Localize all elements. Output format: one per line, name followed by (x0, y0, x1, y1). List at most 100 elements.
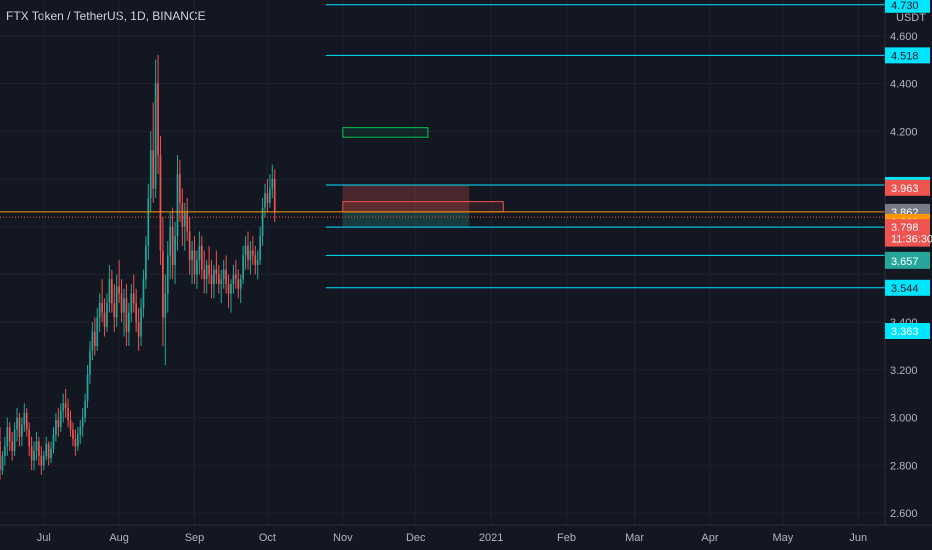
candle-body (123, 298, 125, 313)
candle-body (164, 293, 167, 318)
candle-body (210, 274, 213, 284)
line-price-badge: 4.518 (891, 50, 919, 62)
candle-body (79, 427, 82, 435)
candle-body (183, 212, 186, 227)
time-tick-label: Nov (333, 532, 353, 544)
candle-body (244, 245, 247, 256)
candle-body (273, 178, 276, 213)
candle-body (157, 83, 159, 156)
candle-body (249, 250, 252, 261)
candle-body (118, 286, 120, 294)
price-badge: 3.363 (891, 326, 919, 338)
candle-body (11, 441, 14, 452)
line-price-badge-bg (885, 279, 930, 296)
candle-body (186, 212, 189, 232)
candle-body (21, 424, 23, 437)
candle-body (81, 417, 84, 428)
candle-body (200, 245, 203, 270)
candle-body (103, 312, 106, 327)
time-tick-label: Feb (557, 532, 576, 544)
candle-body (181, 202, 184, 227)
line-price-badge: 4.730 (891, 0, 919, 12)
candle-body (72, 429, 74, 440)
candle-body (115, 286, 118, 318)
candle-body (145, 245, 147, 280)
candle-body (16, 417, 18, 430)
price-badge: 3.657 (891, 256, 919, 268)
candle-body (264, 193, 266, 208)
candle-body (13, 429, 16, 452)
time-tick-label: 2021 (479, 532, 503, 544)
price-axis: 2.6002.8003.0003.2003.4004.2004.4004.600… (884, 0, 932, 550)
time-tick-label: Dec (406, 532, 426, 544)
countdown-badge-bg (885, 230, 930, 247)
candle-body (203, 269, 206, 280)
candle-body (154, 83, 157, 189)
currency-label: USDT (896, 12, 926, 24)
horizontal-lines (0, 4, 885, 289)
zone-target (342, 211, 470, 228)
candle-body (74, 439, 77, 447)
chart-title: FTX Token / TetherUS, 1D, BINANCE (6, 9, 206, 23)
candle-body (130, 293, 133, 313)
candle-body (140, 307, 142, 337)
candle-body (266, 193, 269, 203)
candle-body (271, 178, 274, 189)
zone-red (342, 201, 504, 213)
candle-body (179, 174, 181, 203)
candle-body (120, 293, 123, 313)
candle-body (33, 451, 35, 461)
candle-body (108, 279, 111, 304)
candle-body (30, 446, 33, 461)
candle-body (232, 274, 235, 284)
zone-stop (342, 184, 470, 212)
candle-body (106, 303, 108, 327)
time-tick-label: Jun (849, 532, 867, 544)
price-tick-label: 3.200 (890, 365, 918, 377)
price-tick-label: 2.600 (890, 508, 918, 520)
candle-body (217, 274, 220, 284)
price-axis-bg (885, 0, 932, 550)
candle-body (225, 269, 227, 284)
time-tick-label: Oct (259, 532, 276, 544)
candle-body (59, 410, 62, 428)
line-price-badge: 3.544 (891, 283, 919, 295)
candle-body (28, 429, 31, 447)
candle-body (128, 312, 130, 332)
candle-body (261, 207, 264, 237)
candle-body (142, 279, 145, 308)
candle-body (23, 412, 26, 425)
countdown-badge: 11:36:30 (891, 234, 932, 246)
price-tick-label: 4.200 (890, 126, 918, 138)
candle-body (96, 317, 99, 347)
candle-body (35, 441, 38, 452)
candle-body (213, 269, 215, 284)
candle-body (98, 303, 101, 318)
candle-body (269, 188, 271, 203)
candle-body (147, 198, 150, 246)
candle-body (91, 331, 94, 351)
candle-body (113, 303, 116, 318)
candle-body (4, 446, 6, 456)
candle-body (234, 274, 237, 280)
candle-body (191, 250, 193, 261)
candle-body (76, 434, 79, 447)
candle-body (259, 236, 262, 261)
candle-body (69, 420, 72, 430)
time-axis: Jul Aug Sep Oct Nov Dec 2021 Feb Mar Apr May Jun (0, 524, 932, 544)
candle-body (239, 279, 242, 289)
candle-body (132, 293, 135, 304)
time-tick-label: Aug (109, 532, 129, 544)
candle-body (1, 455, 4, 471)
chart-grid (0, 0, 885, 525)
candle-body (227, 283, 230, 294)
candle-body (125, 298, 128, 332)
candle-body (230, 283, 232, 294)
candle-body (171, 226, 174, 265)
candle-body (135, 303, 138, 323)
candle-body (64, 403, 67, 409)
candle-body (25, 412, 28, 430)
candle-body (162, 250, 164, 318)
candle-body (188, 231, 191, 261)
